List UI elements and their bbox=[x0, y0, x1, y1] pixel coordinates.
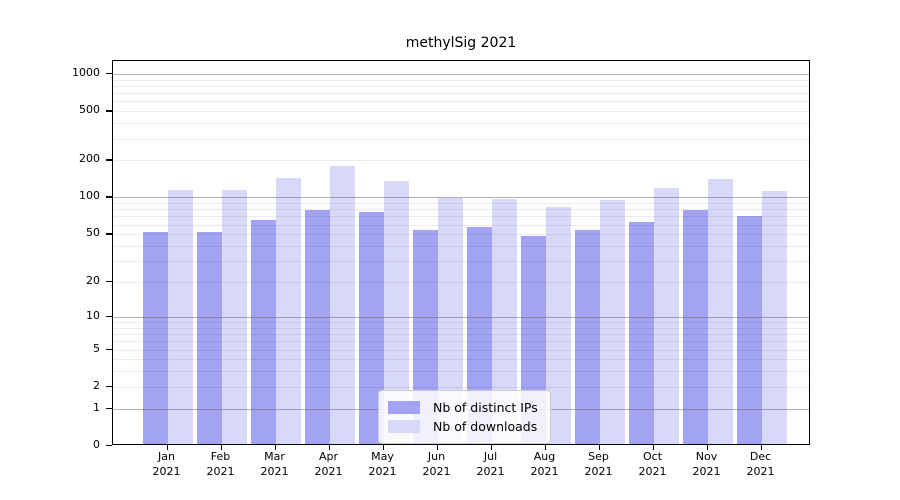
minor-gridline bbox=[113, 341, 809, 343]
y-tick-label: 1000 bbox=[72, 65, 100, 79]
y-tick-label: 100 bbox=[79, 189, 100, 203]
x-tick bbox=[490, 445, 492, 450]
minor-gridline bbox=[113, 282, 809, 284]
x-tick-label: Jan 2021 bbox=[152, 450, 181, 478]
chart-title: methylSig 2021 bbox=[405, 35, 517, 51]
minor-gridline bbox=[113, 334, 809, 336]
minor-gridline bbox=[113, 123, 809, 125]
minor-gridline bbox=[113, 349, 809, 351]
y-tick bbox=[106, 315, 112, 318]
y-tick-label: 200 bbox=[79, 152, 100, 166]
x-tick bbox=[382, 445, 384, 450]
y-tick bbox=[106, 196, 112, 198]
y-tick-label: 0 bbox=[93, 438, 100, 451]
minor-gridline bbox=[113, 209, 809, 211]
x-tick bbox=[436, 445, 438, 450]
x-tick bbox=[652, 445, 654, 450]
x-tick bbox=[760, 445, 762, 450]
minor-gridline bbox=[113, 138, 809, 140]
major-gridline bbox=[113, 316, 809, 318]
minor-gridline bbox=[113, 322, 809, 323]
x-tick bbox=[220, 445, 222, 450]
legend-item-distinct-ips: Nb of distinct IPs bbox=[388, 400, 538, 415]
legend-item-downloads: Nb of downloads bbox=[388, 419, 538, 434]
y-tick bbox=[106, 445, 112, 447]
x-tick-label: Jul 2021 bbox=[476, 450, 505, 478]
x-tick bbox=[328, 445, 330, 450]
x-tick bbox=[274, 445, 276, 450]
minor-gridline bbox=[113, 246, 809, 247]
bar-distinct-ips-apr bbox=[304, 210, 330, 444]
legend: Nb of distinct IPs Nb of downloads bbox=[378, 390, 551, 444]
minor-gridline bbox=[113, 216, 809, 218]
x-tick-label: Dec 2021 bbox=[746, 450, 775, 478]
x-tick-label: Aug 2021 bbox=[530, 450, 559, 478]
y-tick bbox=[106, 72, 112, 75]
y-tick-label: 500 bbox=[79, 103, 100, 117]
y-tick bbox=[106, 407, 112, 410]
minor-gridline bbox=[113, 85, 809, 87]
y-tick bbox=[106, 281, 112, 283]
plot-area bbox=[112, 60, 810, 445]
legend-label-downloads: Nb of downloads bbox=[433, 419, 538, 434]
y-tick-label: 5 bbox=[93, 341, 100, 355]
x-tick-label: Sep 2021 bbox=[584, 450, 613, 478]
x-tick-label: Oct 2021 bbox=[638, 450, 667, 478]
minor-gridline bbox=[113, 93, 809, 95]
x-tick-label: Feb 2021 bbox=[206, 450, 235, 478]
x-tick bbox=[706, 445, 708, 450]
x-tick-label: Nov 2021 bbox=[692, 450, 721, 478]
x-tick-label: Mar 2021 bbox=[260, 450, 289, 478]
y-tick bbox=[106, 110, 112, 112]
x-tick bbox=[598, 445, 600, 450]
minor-gridline bbox=[113, 327, 809, 329]
x-tick bbox=[544, 445, 546, 450]
y-tick-label: 2 bbox=[93, 378, 100, 392]
minor-gridline bbox=[113, 79, 809, 81]
minor-gridline bbox=[113, 203, 809, 205]
minor-gridline bbox=[113, 371, 809, 373]
x-tick-label: May 2021 bbox=[368, 450, 397, 478]
x-tick-label: Apr 2021 bbox=[314, 450, 343, 478]
y-tick bbox=[106, 348, 112, 350]
x-tick bbox=[166, 445, 168, 450]
minor-gridline bbox=[113, 160, 809, 162]
bar-downloads-sep bbox=[599, 199, 625, 444]
y-tick bbox=[106, 233, 112, 235]
y-tick bbox=[106, 385, 112, 388]
legend-label-distinct-ips: Nb of distinct IPs bbox=[433, 400, 538, 415]
y-tick-label: 50 bbox=[86, 226, 100, 240]
minor-gridline bbox=[113, 224, 809, 226]
minor-gridline bbox=[113, 386, 809, 388]
major-gridline bbox=[113, 197, 809, 199]
minor-gridline bbox=[113, 111, 809, 113]
bar-downloads-nov bbox=[707, 179, 733, 444]
legend-swatch-distinct-ips bbox=[388, 401, 420, 414]
y-tick-label: 20 bbox=[86, 274, 100, 288]
minor-gridline bbox=[113, 101, 809, 103]
bar-downloads-oct bbox=[653, 187, 679, 444]
bar-downloads-mar bbox=[275, 177, 301, 444]
bar-distinct-ips-jan bbox=[142, 232, 168, 444]
minor-gridline bbox=[113, 261, 809, 263]
bar-distinct-ips-sep bbox=[574, 230, 600, 444]
bar-distinct-ips-mar bbox=[250, 220, 276, 444]
bar-distinct-ips-dec bbox=[736, 215, 762, 444]
bar-distinct-ips-oct bbox=[628, 221, 654, 444]
bar-downloads-apr bbox=[329, 165, 355, 444]
minor-gridline bbox=[113, 234, 809, 236]
minor-gridline bbox=[113, 359, 809, 361]
y-tick-label: 1 bbox=[93, 400, 100, 414]
bar-distinct-ips-feb bbox=[196, 232, 222, 444]
y-tick bbox=[106, 159, 112, 161]
x-tick-label: Jun 2021 bbox=[422, 450, 451, 478]
legend-swatch-downloads bbox=[388, 420, 420, 433]
bar-distinct-ips-nov bbox=[682, 210, 708, 444]
y-tick-label: 10 bbox=[86, 308, 100, 322]
major-gridline bbox=[113, 73, 809, 75]
